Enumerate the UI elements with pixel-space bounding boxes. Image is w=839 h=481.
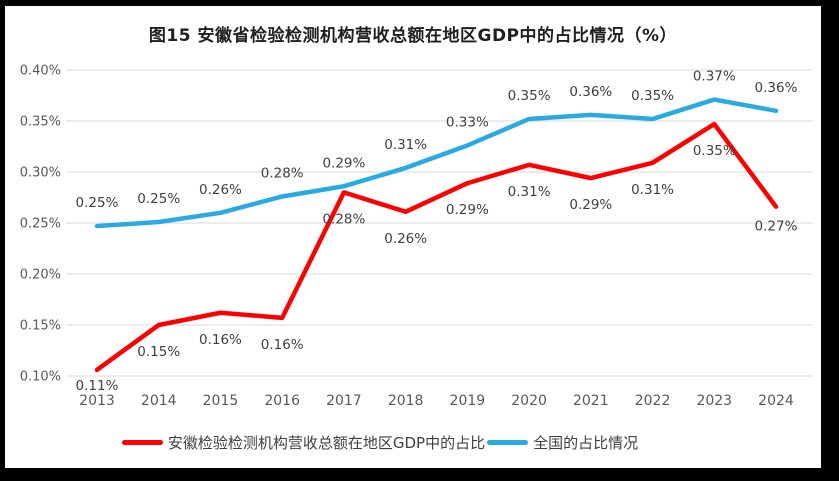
data-label-national: 0.33% bbox=[446, 114, 489, 130]
y-tick-label: 0.15% bbox=[20, 319, 61, 334]
data-label-national: 0.36% bbox=[755, 80, 798, 96]
data-label-national: 0.31% bbox=[384, 137, 427, 153]
legend: 安徽检验检测机构营收总额在地区GDP中的占比 全国的占比情况 bbox=[5, 432, 788, 453]
x-tick-label: 2021 bbox=[573, 393, 609, 409]
data-label-anhui: 0.26% bbox=[384, 231, 427, 247]
data-label-national: 0.28% bbox=[261, 165, 304, 181]
x-tick-label: 2016 bbox=[264, 393, 300, 409]
data-label-anhui: 0.16% bbox=[261, 337, 304, 353]
legend-label-anhui: 安徽检验检测机构营收总额在地区GDP中的占比 bbox=[167, 434, 486, 452]
legend-item-national: 全国的占比情况 bbox=[487, 432, 638, 453]
legend-item-anhui: 安徽检验检测机构营收总额在地区GDP中的占比 bbox=[121, 432, 486, 453]
x-tick-label: 2019 bbox=[450, 393, 486, 409]
x-tick-label: 2023 bbox=[696, 393, 732, 409]
data-label-national: 0.35% bbox=[631, 88, 674, 104]
data-label-national: 0.26% bbox=[199, 182, 242, 198]
data-label-anhui: 0.35% bbox=[693, 143, 736, 159]
data-label-anhui: 0.27% bbox=[755, 219, 798, 235]
chart-title: 图15 安徽省检验检测机构营收总额在地区GDP中的占比情况（%） bbox=[148, 26, 678, 46]
data-label-anhui: 0.28% bbox=[322, 211, 365, 227]
red-line-swatch-icon bbox=[121, 440, 163, 445]
data-label-anhui: 0.31% bbox=[631, 182, 674, 198]
chart-area: 图15 安徽省检验检测机构营收总额在地区GDP中的占比情况（%） 0.40% 0.… bbox=[5, 6, 821, 468]
series-line-national bbox=[94, 97, 779, 229]
data-label-anhui: 0.11% bbox=[76, 378, 119, 394]
data-label-national: 0.35% bbox=[508, 88, 551, 104]
data-label-national: 0.37% bbox=[693, 69, 736, 85]
y-tick-label: 0.20% bbox=[20, 268, 61, 283]
x-tick-label: 2024 bbox=[758, 393, 794, 409]
data-label-anhui: 0.31% bbox=[508, 184, 551, 200]
y-tick-label: 0.25% bbox=[20, 217, 61, 232]
data-label-anhui: 0.29% bbox=[446, 202, 489, 218]
y-tick-label: 0.10% bbox=[20, 370, 61, 385]
data-label-anhui: 0.16% bbox=[199, 332, 242, 348]
x-tick-label: 2014 bbox=[141, 393, 177, 409]
data-label-national: 0.25% bbox=[137, 191, 180, 207]
x-tick-label: 2018 bbox=[388, 393, 424, 409]
x-tick-label: 2017 bbox=[326, 393, 362, 409]
x-tick-label: 2020 bbox=[511, 393, 547, 409]
x-tick-label: 2022 bbox=[635, 393, 671, 409]
data-label-anhui: 0.15% bbox=[137, 344, 180, 360]
y-tick-label: 0.35% bbox=[20, 115, 61, 130]
legend-label-national: 全国的占比情况 bbox=[533, 434, 639, 452]
y-tick-label: 0.30% bbox=[20, 166, 61, 181]
data-label-national: 0.36% bbox=[569, 84, 612, 100]
y-tick-label: 0.40% bbox=[20, 64, 61, 79]
chart-canvas: 0.40% 0.35% 0.30% 0.25% 0.20% 0.15% 0.10% 2013 2… bbox=[20, 64, 812, 409]
x-tick-label: 2015 bbox=[203, 393, 239, 409]
data-label-national: 0.25% bbox=[76, 195, 119, 211]
blue-line-swatch-icon bbox=[487, 440, 529, 445]
x-tick-label: 2013 bbox=[79, 393, 115, 409]
series-line-anhui bbox=[94, 121, 779, 373]
data-label-anhui: 0.29% bbox=[569, 197, 612, 213]
data-label-national: 0.29% bbox=[322, 155, 365, 171]
